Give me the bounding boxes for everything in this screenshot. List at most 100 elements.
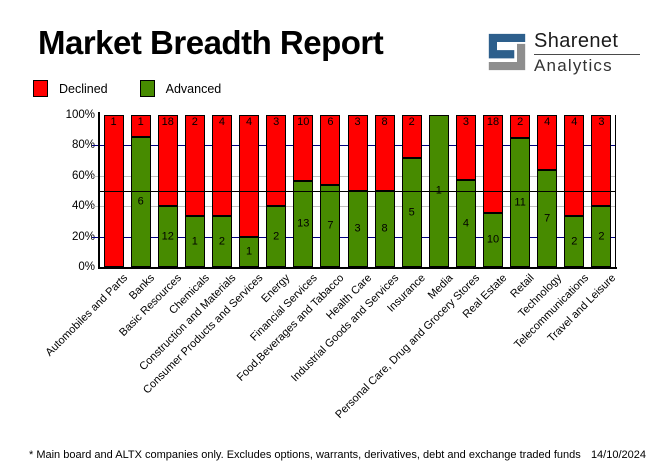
report-date: 14/10/2024 <box>590 449 646 461</box>
advanced-segment <box>455 180 476 267</box>
advanced-segment <box>591 206 612 267</box>
advanced-value-label: 10 <box>486 233 500 246</box>
declined-value-label: 3 <box>273 116 280 128</box>
declined-segment <box>374 115 395 191</box>
logo-brand-sub: Analytics <box>534 56 613 75</box>
declined-segment <box>211 115 232 217</box>
advanced-value-label: 5 <box>408 206 415 219</box>
advanced-segment <box>401 158 422 267</box>
declined-value-label: 18 <box>486 116 500 128</box>
declined-segment <box>510 115 531 139</box>
declined-value-label: 4 <box>218 116 226 128</box>
declined-value-label: 3 <box>598 116 605 128</box>
advanced-value-label: 13 <box>297 217 310 230</box>
advanced-value-label: 12 <box>161 230 174 243</box>
page-title: Market Breadth Report <box>38 24 384 61</box>
advanced-value-label: 1 <box>425 185 453 197</box>
bar-real-estate: 18 10 <box>483 115 504 267</box>
declined-segment <box>483 115 504 213</box>
declined-segment <box>564 115 585 217</box>
declined-value-label: 2 <box>517 116 524 128</box>
advanced-segment <box>157 206 178 267</box>
y-tick-60 <box>92 175 98 177</box>
advanced-segment <box>483 212 504 267</box>
declined-value-label: 10 <box>297 116 310 128</box>
advanced-value-label: 8 <box>381 222 388 235</box>
declined-segment <box>266 115 287 207</box>
y-axis-label-40: 40% <box>71 200 95 213</box>
declined-swatch-icon <box>33 80 48 97</box>
declined-value-label: 1 <box>110 116 117 128</box>
advanced-value-label: 4 <box>462 217 469 230</box>
declined-value-label: 2 <box>408 116 415 128</box>
bar-basic-resources: 18 12 <box>157 115 178 267</box>
footnote: * Main board and ALTX companies only. Ex… <box>29 449 581 461</box>
category-label: Automobiles and Parts <box>43 272 131 359</box>
declined-value-label: 18 <box>161 116 174 128</box>
declined-value-label: 3 <box>462 116 469 128</box>
y-axis-label-100: 100% <box>65 109 95 121</box>
bar-retail: 2 11 <box>510 115 531 267</box>
declined-segment <box>347 115 368 191</box>
logo-divider <box>534 54 640 55</box>
advanced-value-label: 1 <box>191 235 198 248</box>
stacked-bar-plot: 1161812214241321013673388251341810211474… <box>100 115 615 267</box>
advanced-value-label: 2 <box>598 230 605 243</box>
y-tick-40 <box>92 206 98 208</box>
advanced-segment <box>266 206 287 267</box>
sharenet-logo-icon <box>488 33 526 71</box>
declined-value-label: 1 <box>137 116 144 128</box>
advanced-segment <box>564 216 585 267</box>
fifty-percent-line <box>100 191 616 192</box>
advanced-segment <box>239 236 260 267</box>
x-axis-line <box>98 267 617 269</box>
y-axis-line <box>98 112 100 269</box>
advanced-segment <box>537 170 558 267</box>
advanced-value-label: 11 <box>514 196 526 209</box>
sharenet-logo: Sharenet Analytics <box>487 31 640 74</box>
chart-legend: Declined Advanced <box>33 80 221 97</box>
logo-brand-name: Sharenet <box>534 30 619 52</box>
declined-segment <box>130 115 151 137</box>
y-tick-20 <box>92 236 98 238</box>
advanced-value-label: 6 <box>137 195 144 208</box>
y-axis-label-60: 60% <box>71 169 95 182</box>
declined-value-label: 4 <box>246 116 253 128</box>
advanced-segment <box>510 138 531 267</box>
declined-value-label: 2 <box>191 116 198 128</box>
advanced-swatch-icon <box>139 80 155 97</box>
advanced-segment <box>184 216 205 267</box>
advanced-segment <box>320 185 341 267</box>
declined-segment <box>239 115 260 237</box>
declined-segment <box>320 115 341 186</box>
advanced-value-label: 2 <box>218 235 226 248</box>
declined-segment <box>455 115 476 181</box>
advanced-segment <box>293 181 314 267</box>
declined-segment <box>401 115 422 159</box>
y-axis-label-0: 0% <box>78 261 95 273</box>
advanced-value-label: 7 <box>544 212 551 225</box>
advanced-value-label: 2 <box>273 230 280 243</box>
declined-value-label: 4 <box>544 116 551 128</box>
advanced-segment <box>211 216 232 267</box>
declined-segment <box>184 115 205 217</box>
sharenet-logo-text: Sharenet Analytics <box>534 31 640 74</box>
declined-segment <box>157 115 178 207</box>
declined-value-label: 6 <box>327 116 334 128</box>
declined-segment <box>537 115 558 171</box>
declined-value-label: 3 <box>354 116 361 128</box>
advanced-value-label: 2 <box>571 235 578 248</box>
advanced-segment <box>130 136 151 267</box>
footer: * Main board and ALTX companies only. Ex… <box>29 449 646 461</box>
advanced-value-label: 3 <box>354 222 361 235</box>
declined-segment <box>293 115 314 182</box>
y-axis-label-80: 80% <box>71 139 95 152</box>
